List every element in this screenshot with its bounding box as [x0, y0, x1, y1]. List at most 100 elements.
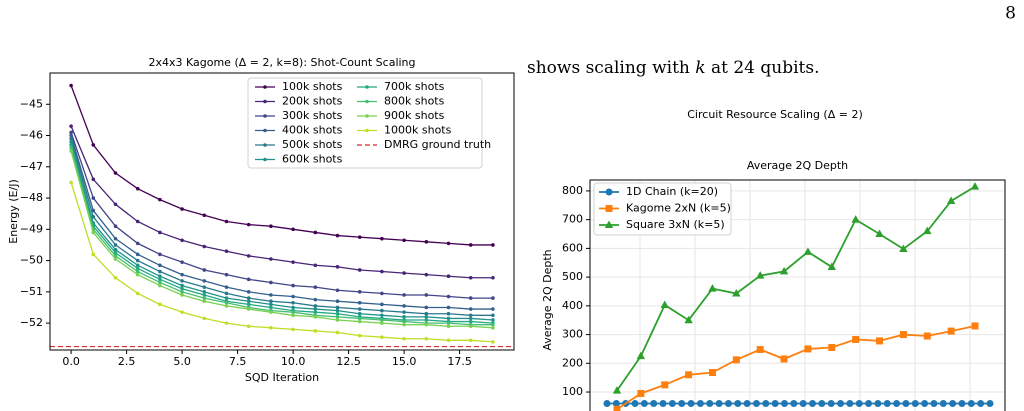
series-line — [70, 150, 493, 329]
text-part: k — [695, 58, 705, 78]
data-point — [837, 400, 845, 408]
data-point — [202, 268, 207, 272]
data-point — [491, 340, 495, 344]
data-point — [180, 293, 184, 297]
data-point — [380, 318, 384, 322]
data-point — [335, 318, 340, 322]
data-point — [335, 288, 340, 293]
data-point — [424, 336, 429, 341]
data-point — [269, 302, 273, 307]
series-line — [70, 147, 493, 326]
data-point — [923, 226, 932, 235]
data-point — [779, 266, 789, 275]
data-point — [269, 326, 273, 330]
x-tick-label: 17.5 — [447, 355, 472, 368]
data-point — [246, 324, 251, 329]
data-point — [313, 297, 318, 302]
legend-swatch-dot — [263, 157, 267, 162]
data-point — [491, 296, 495, 300]
data-point — [446, 321, 451, 325]
data-point — [357, 319, 362, 324]
data-point — [202, 296, 207, 300]
legend-label: Kagome 2xN (k=5) — [626, 202, 731, 215]
data-point — [269, 224, 273, 228]
data-point — [893, 400, 901, 408]
data-point — [706, 400, 714, 408]
data-point — [446, 274, 451, 279]
data-point — [224, 272, 229, 277]
data-point — [91, 177, 96, 182]
data-point — [180, 207, 184, 211]
data-point — [69, 130, 73, 135]
data-point — [828, 344, 836, 352]
legend-swatch-dot — [365, 99, 369, 104]
data-point — [135, 266, 140, 271]
data-point — [224, 219, 229, 224]
data-point — [876, 337, 884, 345]
data-point — [468, 275, 473, 280]
data-point — [335, 233, 340, 238]
data-point — [135, 272, 140, 277]
data-point — [659, 400, 667, 408]
data-point — [91, 143, 96, 147]
legend-marker — [605, 188, 613, 196]
y-tick-label: −48 — [20, 191, 43, 204]
data-point — [939, 400, 947, 408]
legend-label: DMRG ground truth — [384, 138, 491, 151]
data-point — [402, 319, 406, 324]
data-point — [977, 400, 985, 408]
data-point — [135, 252, 140, 257]
data-point — [468, 316, 473, 321]
data-point — [612, 386, 622, 394]
series-line — [70, 85, 493, 246]
data-point — [113, 275, 118, 280]
data-point — [771, 400, 779, 408]
data-point — [202, 316, 207, 321]
y-tick-label: 600 — [562, 241, 583, 254]
data-point — [684, 315, 693, 324]
data-point — [970, 182, 980, 190]
data-point — [446, 324, 451, 329]
data-point — [291, 260, 295, 264]
series-line — [70, 141, 493, 321]
data-point — [180, 286, 184, 291]
legend-label: 1000k shots — [384, 124, 452, 137]
data-point — [468, 243, 473, 247]
data-point — [402, 293, 406, 297]
data-point — [380, 291, 384, 296]
data-point — [930, 400, 938, 408]
data-point — [313, 315, 318, 319]
x-tick-label: 2.5 — [118, 355, 136, 368]
data-point — [762, 400, 770, 408]
data-point — [135, 263, 140, 268]
data-point — [402, 238, 406, 243]
data-point — [180, 290, 184, 294]
data-point — [357, 235, 362, 239]
data-point — [69, 139, 73, 144]
data-point — [724, 400, 732, 408]
data-point — [335, 311, 340, 316]
data-point — [468, 324, 473, 329]
data-point — [803, 247, 813, 255]
data-point — [424, 315, 429, 319]
legend-label: 800k shots — [384, 95, 445, 108]
data-point — [696, 400, 704, 408]
data-point — [291, 283, 295, 288]
data-point — [224, 304, 229, 308]
y-tick-label: −47 — [20, 160, 43, 173]
data-point — [69, 143, 73, 147]
y-tick-label: −49 — [20, 222, 43, 235]
data-point — [269, 310, 273, 314]
data-point — [335, 305, 340, 310]
data-point — [202, 290, 207, 294]
data-point — [446, 316, 451, 321]
data-point — [827, 400, 835, 408]
data-point — [313, 285, 318, 289]
data-point — [202, 285, 207, 289]
data-point — [246, 299, 251, 304]
data-point — [780, 355, 788, 363]
y-axis-label: Energy (E/J) — [7, 179, 20, 244]
legend-label: 300k shots — [282, 109, 343, 122]
data-point — [246, 302, 251, 307]
